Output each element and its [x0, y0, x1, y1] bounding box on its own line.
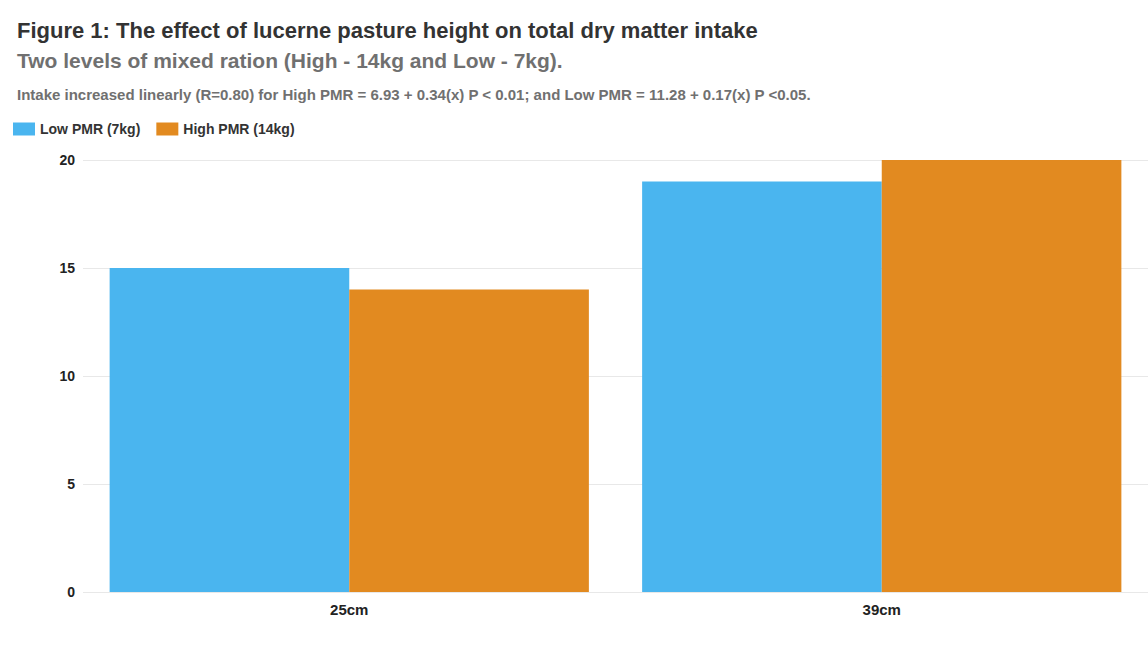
- svg-text:10: 10: [59, 368, 75, 384]
- svg-text:Intake increased linearly (R=0: Intake increased linearly (R=0.80) for H…: [17, 86, 811, 103]
- svg-text:High PMR (14kg): High PMR (14kg): [183, 121, 294, 137]
- svg-text:Two levels of mixed ration (Hi: Two levels of mixed ration (High - 14kg …: [17, 49, 563, 72]
- svg-text:39cm: 39cm: [863, 601, 901, 618]
- svg-text:15: 15: [59, 260, 75, 276]
- svg-text:5: 5: [67, 476, 75, 492]
- svg-text:25cm: 25cm: [330, 601, 368, 618]
- svg-text:Figure 1: The effect of lucern: Figure 1: The effect of lucerne pasture …: [17, 18, 758, 43]
- svg-text:20: 20: [59, 152, 75, 168]
- svg-text:Low PMR (7kg): Low PMR (7kg): [40, 121, 140, 137]
- svg-text:0: 0: [67, 584, 75, 600]
